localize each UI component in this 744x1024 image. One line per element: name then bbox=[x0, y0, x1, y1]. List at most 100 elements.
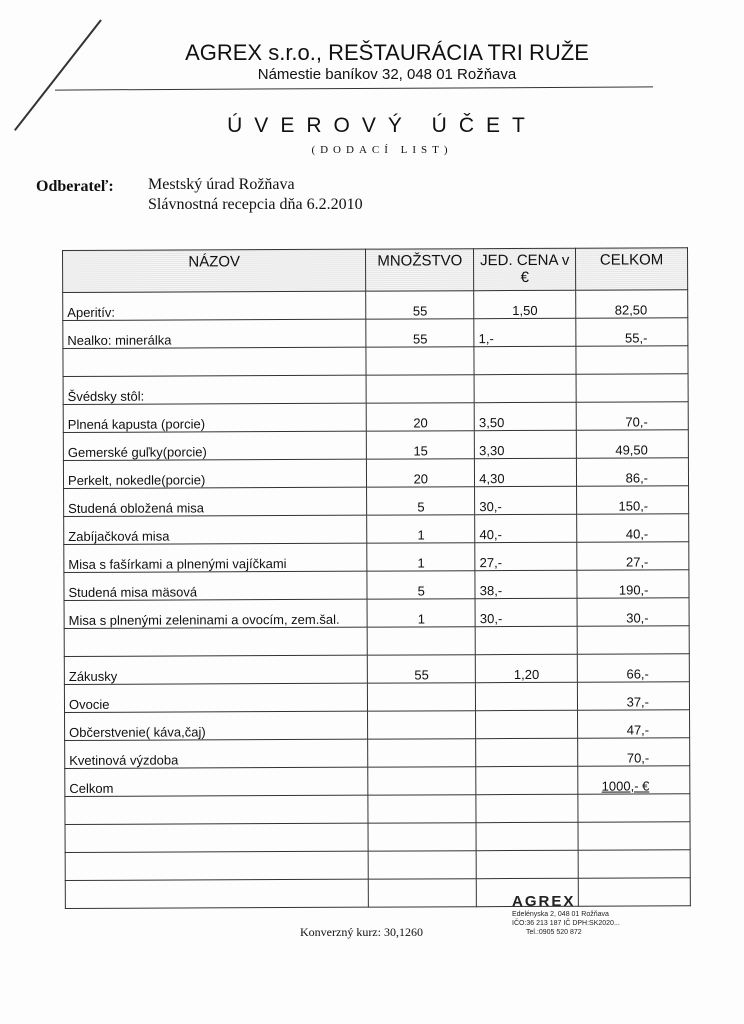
document-subtitle: (DODACÍ LIST) bbox=[311, 144, 453, 156]
item-total: 49,50 bbox=[576, 429, 689, 459]
item-quantity: 1 bbox=[367, 598, 476, 628]
item-unit-price: 1,50 bbox=[473, 290, 576, 319]
item-quantity: 20 bbox=[366, 402, 475, 432]
header-total: CELKOM bbox=[575, 247, 688, 291]
stamp-phone: Tel.:0905 520 872 bbox=[526, 929, 582, 936]
item-quantity bbox=[366, 346, 475, 376]
item-unit-price: 27,- bbox=[475, 542, 577, 571]
item-unit-price bbox=[474, 374, 577, 403]
item-name bbox=[65, 823, 369, 853]
item-total bbox=[578, 849, 691, 879]
customer-name: Mestský úrad Rožňava bbox=[148, 176, 295, 193]
item-total: 37,- bbox=[577, 681, 690, 711]
item-quantity: 55 bbox=[366, 318, 475, 348]
item-quantity bbox=[368, 766, 477, 796]
item-name: Misa s plnenými zeleninami a ovocím, zem… bbox=[64, 599, 368, 629]
item-name: Plnená kapusta (porcie) bbox=[63, 403, 367, 433]
conversion-rate: Konverzný kurz: 30,1260 bbox=[300, 925, 423, 939]
header-unit-price: JED. CENA v € bbox=[473, 248, 576, 291]
item-unit-price bbox=[476, 766, 578, 795]
item-name: Nealko: minerálka bbox=[62, 319, 367, 349]
item-quantity: 1 bbox=[366, 514, 476, 544]
item-unit-price: 4,30 bbox=[474, 458, 577, 487]
item-unit-price bbox=[476, 822, 579, 851]
table-row: Studená misa mäsová 5 38,- 190,- bbox=[63, 569, 690, 601]
stamp-name: AGREX bbox=[512, 893, 576, 910]
item-name: Gemerské guľky(porcie) bbox=[63, 431, 367, 461]
item-total bbox=[576, 345, 689, 375]
table-row: Aperitív: 55 1,50 82,50 bbox=[62, 289, 688, 321]
item-quantity: 1 bbox=[367, 542, 476, 572]
item-quantity: 5 bbox=[367, 570, 476, 600]
item-name: Zákusky bbox=[64, 655, 368, 685]
table-row: Studená obložená misa 5 30,- 150,- bbox=[63, 485, 689, 517]
item-quantity bbox=[366, 374, 475, 404]
item-quantity bbox=[367, 682, 476, 712]
table-row: Celkom 1000,- € bbox=[64, 765, 690, 797]
table-row: Misa s plnenými zeleninami a ovocím, zem… bbox=[64, 597, 690, 629]
item-unit-price bbox=[476, 794, 579, 823]
stamp-address: Edelényska 2, 048 01 Rožňava bbox=[512, 911, 609, 918]
item-total bbox=[577, 793, 691, 823]
table-row: Misa s fašírkami a plnenými vajíčkami 1 27… bbox=[63, 541, 689, 573]
table-row: Nealko: minerálka 55 1,- 55,- bbox=[62, 317, 688, 349]
item-name: Studená misa mäsová bbox=[63, 571, 368, 601]
item-unit-price bbox=[475, 710, 578, 739]
item-quantity bbox=[367, 710, 476, 740]
item-name: Kvetinová výzdoba bbox=[64, 739, 369, 769]
item-name: Misa s fašírkami a plnenými vajíčkami bbox=[63, 543, 368, 573]
item-name bbox=[65, 879, 369, 909]
item-quantity: 15 bbox=[366, 430, 475, 460]
item-total: 1000,- € bbox=[577, 765, 690, 795]
company-stamp: AGREX Edelényska 2, 048 01 Rožňava IČO:3… bbox=[512, 894, 620, 937]
item-name: Celkom bbox=[64, 767, 369, 797]
item-name: Aperitív: bbox=[62, 291, 367, 321]
table-row: Perkelt, nokedle(porcie) 20 4,30 86,- bbox=[63, 457, 689, 489]
item-quantity bbox=[368, 794, 477, 824]
item-quantity bbox=[368, 822, 477, 852]
item-total: 70,- bbox=[577, 737, 690, 767]
item-unit-price: 40,- bbox=[474, 514, 577, 543]
document-title: ÚVEROVÝ ÚČET bbox=[227, 114, 537, 137]
item-total bbox=[578, 821, 691, 851]
item-unit-price: 30,- bbox=[475, 598, 578, 627]
table-row bbox=[62, 345, 689, 377]
item-quantity bbox=[368, 850, 477, 880]
company-address: Námestie baníkov 32, 048 01 Rožňava bbox=[257, 66, 517, 83]
item-total: 190,- bbox=[576, 569, 690, 599]
item-total: 55,- bbox=[575, 317, 688, 347]
table-row: Gemerské guľky(porcie) 15 3,30 49,50 bbox=[63, 429, 689, 461]
item-name: Zabíjačková misa bbox=[63, 515, 368, 545]
stamp-ids: IČO:36 213 187 IČ DPH:SK2020... bbox=[512, 920, 620, 927]
item-unit-price bbox=[476, 850, 579, 879]
item-total: 86,- bbox=[576, 457, 689, 487]
header-name: NÁZOV bbox=[62, 249, 366, 293]
item-total bbox=[577, 625, 690, 655]
items-table: NÁZOV MNOŽSTVO JED. CENA v € CELKOM Aper… bbox=[62, 247, 691, 909]
item-total bbox=[576, 373, 689, 403]
header-quantity: MNOŽSTVO bbox=[365, 248, 474, 292]
table-row: Švédsky stôl: bbox=[63, 373, 689, 405]
table-row: Zákusky 55 1,20 66,- bbox=[64, 653, 690, 685]
header-divider bbox=[55, 86, 653, 91]
item-quantity bbox=[368, 878, 477, 908]
item-quantity bbox=[367, 626, 476, 656]
item-unit-price bbox=[475, 626, 578, 655]
item-unit-price: 1,20 bbox=[475, 654, 578, 683]
item-quantity: 5 bbox=[366, 486, 475, 516]
item-name bbox=[62, 347, 367, 377]
item-unit-price bbox=[474, 346, 577, 375]
item-unit-price: 3,30 bbox=[474, 430, 577, 459]
table-row: Zabíjačková misa 1 40,- 40,- bbox=[63, 513, 689, 545]
table-row: Občerstvenie( káva,čaj) 47,- bbox=[64, 709, 690, 741]
item-unit-price bbox=[475, 682, 578, 711]
item-name: Švédsky stôl: bbox=[63, 375, 367, 405]
table-row bbox=[64, 625, 690, 657]
item-quantity: 55 bbox=[365, 290, 475, 320]
table-row bbox=[65, 821, 691, 853]
item-name: Perkelt, nokedle(porcie) bbox=[63, 459, 367, 489]
item-unit-price: 1,- bbox=[474, 318, 577, 347]
table-row: Ovocie 37,- bbox=[64, 681, 690, 713]
item-total: 30,- bbox=[577, 597, 690, 627]
